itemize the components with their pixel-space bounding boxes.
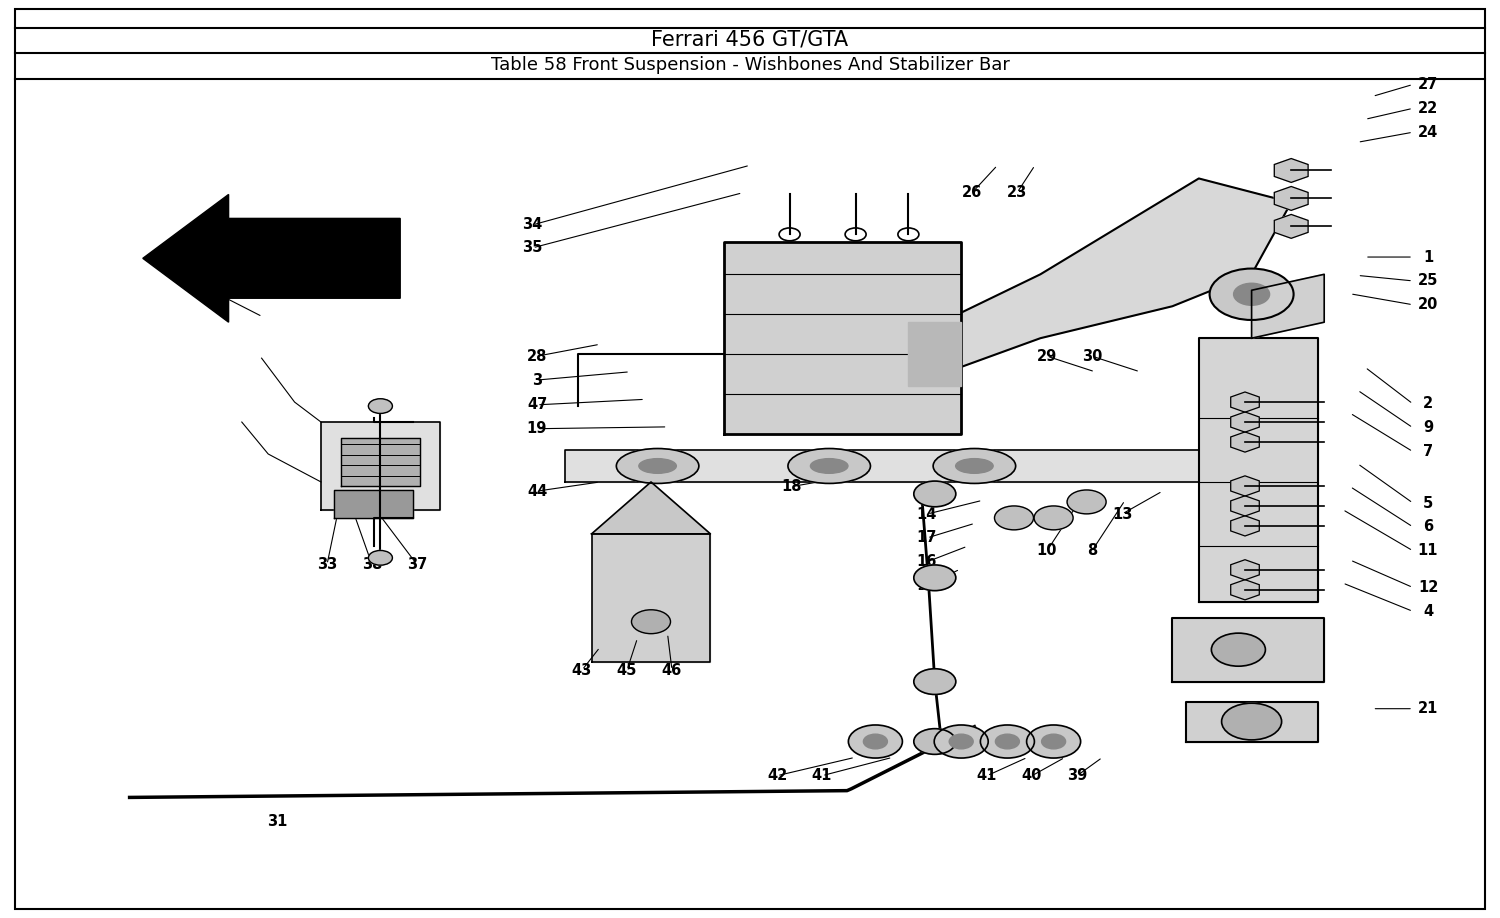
Text: 42: 42 [766,768,788,783]
Polygon shape [909,322,962,386]
Polygon shape [321,422,440,509]
Text: 36: 36 [207,231,228,246]
Text: 11: 11 [1418,543,1438,558]
Text: 33: 33 [316,557,338,572]
Ellipse shape [788,449,870,484]
Ellipse shape [956,459,993,474]
Text: 13: 13 [1112,507,1132,521]
Circle shape [1034,506,1072,530]
Circle shape [864,734,888,749]
Polygon shape [591,482,711,534]
Text: 16: 16 [916,554,938,569]
Text: 34: 34 [522,218,543,232]
Text: 15: 15 [916,578,938,593]
Text: 32: 32 [207,286,228,301]
Text: 8: 8 [1088,543,1096,558]
Text: 23: 23 [1007,185,1028,200]
Circle shape [914,729,956,755]
Polygon shape [566,450,1239,482]
Text: Table 58 Front Suspension - Wishbones And Stabilizer Bar: Table 58 Front Suspension - Wishbones An… [490,56,1010,74]
Polygon shape [340,438,420,486]
Ellipse shape [810,459,847,474]
Text: 46: 46 [662,663,682,677]
Text: 12: 12 [1418,580,1438,595]
Text: 19: 19 [526,421,548,436]
Circle shape [950,734,974,749]
Ellipse shape [639,459,676,474]
Circle shape [934,725,988,758]
Circle shape [1212,633,1266,666]
Polygon shape [750,178,1292,386]
Circle shape [914,565,956,590]
Text: 29: 29 [1036,349,1058,364]
Circle shape [1041,734,1065,749]
Text: 7: 7 [1424,444,1432,459]
Text: 3: 3 [532,373,542,387]
Polygon shape [591,534,711,662]
Text: 27: 27 [1418,77,1438,92]
Text: 45: 45 [616,663,638,677]
Text: 47: 47 [526,397,548,412]
Circle shape [981,725,1035,758]
Polygon shape [1198,338,1317,602]
Circle shape [914,481,956,507]
Text: 39: 39 [1066,768,1088,783]
Circle shape [994,506,1033,530]
Text: 24: 24 [1418,125,1438,140]
Text: 37: 37 [406,557,427,572]
Circle shape [1066,490,1106,514]
Text: 35: 35 [522,241,543,255]
Polygon shape [1173,618,1324,681]
Text: 9: 9 [1424,420,1432,435]
Text: 5: 5 [1424,496,1432,510]
Text: 28: 28 [526,349,548,364]
Circle shape [369,551,393,565]
Polygon shape [1251,274,1324,338]
Text: 30: 30 [1082,349,1102,364]
Text: 20: 20 [1418,297,1438,312]
Text: 6: 6 [1424,520,1432,534]
Circle shape [632,610,670,633]
Circle shape [996,734,1020,749]
Text: 44: 44 [526,484,548,498]
Text: 18: 18 [782,479,802,494]
Text: 40: 40 [1022,768,1042,783]
Text: 38: 38 [362,557,382,572]
Text: 41: 41 [976,768,998,783]
Text: 26: 26 [962,185,982,200]
Text: 14: 14 [916,507,938,521]
Circle shape [1026,725,1080,758]
Ellipse shape [616,449,699,484]
Polygon shape [334,490,414,518]
Polygon shape [1185,701,1317,742]
Circle shape [849,725,903,758]
Text: 22: 22 [1418,101,1438,116]
Text: 31: 31 [267,814,288,829]
Circle shape [1233,284,1269,306]
Text: 1: 1 [1424,250,1432,264]
Circle shape [1221,703,1281,740]
Polygon shape [142,195,400,322]
Text: 4: 4 [1424,604,1432,619]
Text: 25: 25 [1418,274,1438,288]
Ellipse shape [933,449,1016,484]
Text: 41: 41 [812,768,832,783]
Text: Ferrari 456 GT/GTA: Ferrari 456 GT/GTA [651,29,849,50]
Text: 2: 2 [1424,397,1432,411]
Text: 43: 43 [572,663,592,677]
Text: 17: 17 [916,531,938,545]
Circle shape [914,668,956,694]
Polygon shape [723,242,962,434]
Circle shape [1209,269,1293,320]
Circle shape [369,398,393,413]
Text: 10: 10 [1036,543,1058,558]
Text: 21: 21 [1418,701,1438,716]
